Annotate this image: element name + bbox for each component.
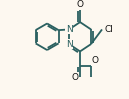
Text: Cl: Cl: [104, 25, 113, 34]
Text: O: O: [92, 56, 99, 65]
Text: O: O: [76, 0, 84, 9]
Text: N: N: [66, 25, 72, 34]
Text: N: N: [66, 40, 72, 49]
Text: O: O: [71, 73, 78, 82]
